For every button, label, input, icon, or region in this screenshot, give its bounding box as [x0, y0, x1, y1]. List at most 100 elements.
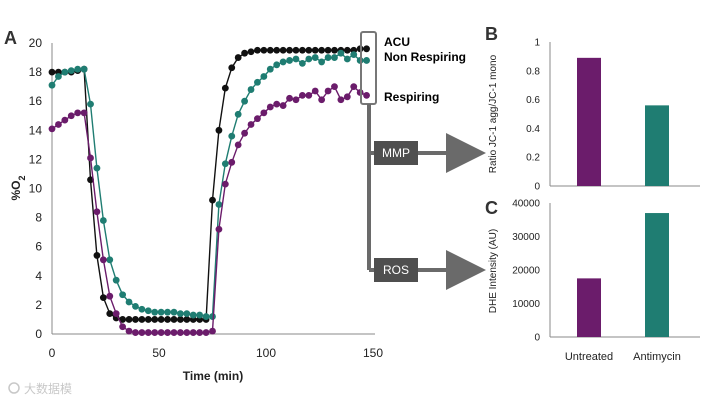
data-point-non-respiring: [273, 61, 281, 69]
data-point-non-respiring: [106, 256, 114, 264]
data-point-respiring: [87, 154, 94, 162]
data-point-non-respiring: [318, 58, 326, 66]
data-point-acu: [177, 316, 184, 323]
data-point-acu: [286, 46, 293, 54]
data-point-respiring: [234, 141, 242, 149]
watermark-text: 大数据模: [24, 381, 72, 396]
data-point-non-respiring: [55, 73, 62, 80]
data-point-non-respiring: [112, 276, 120, 284]
data-point-acu: [298, 46, 306, 54]
data-point-respiring: [55, 121, 62, 128]
connector-group: MMP ROS: [367, 104, 486, 290]
data-point-acu: [221, 84, 229, 92]
data-point-respiring: [202, 329, 210, 336]
data-point-non-respiring: [286, 57, 293, 64]
data-point-acu: [363, 45, 370, 53]
legend-label-non-respiring: Non Respiring: [384, 50, 466, 64]
data-point-respiring: [337, 96, 345, 104]
data-point-respiring: [298, 91, 306, 99]
panel-b-bar-antimycin: [645, 105, 669, 186]
mmp-box: [374, 141, 418, 165]
panel-a: A 0 2 4 6 8 10 12 14 16 18 20 0 50 100 150 %O2 Time (…: [4, 28, 466, 383]
data-point-respiring: [343, 93, 351, 101]
data-point-respiring: [164, 329, 171, 336]
data-point-respiring: [61, 116, 69, 124]
data-point-acu: [305, 46, 313, 54]
panel-a-y-tick-label: 16: [29, 94, 43, 108]
panel-a-y-tick-label: 18: [29, 65, 43, 79]
panel-b-y-tick-label: 0: [534, 182, 540, 193]
data-point-acu: [254, 46, 261, 54]
data-point-acu: [331, 46, 338, 54]
data-point-non-respiring: [221, 160, 229, 168]
data-point-non-respiring: [177, 310, 184, 318]
data-point-non-respiring: [164, 308, 171, 316]
data-point-non-respiring: [48, 81, 56, 89]
data-point-non-respiring: [331, 54, 338, 61]
data-point-non-respiring: [266, 65, 274, 73]
data-point-non-respiring: [215, 201, 223, 208]
data-point-acu: [48, 68, 56, 76]
data-point-respiring: [247, 121, 255, 128]
panel-a-y-tick-label: 12: [29, 152, 43, 166]
panel-c-y-tick-label: 20000: [512, 266, 540, 277]
data-point-non-respiring: [189, 311, 197, 319]
data-point-respiring: [151, 329, 159, 336]
data-point-acu: [125, 316, 133, 323]
data-point-acu: [144, 316, 152, 323]
panel-b-y-tick-label: 0.6: [526, 95, 540, 106]
data-point-acu: [273, 46, 281, 54]
watermark-logo-icon: [8, 382, 20, 394]
data-point-respiring: [215, 225, 223, 233]
data-point-non-respiring: [138, 305, 146, 313]
watermark: 大数据模: [8, 381, 72, 396]
panel-a-y-tick-label: 4: [35, 269, 42, 283]
panel-a-y-tick-label: 8: [35, 211, 42, 225]
data-point-respiring: [228, 158, 236, 166]
data-point-non-respiring: [170, 308, 178, 316]
panel-a-x-ticks: 0 50 100 150: [49, 346, 384, 360]
data-point-respiring: [209, 327, 216, 335]
panel-c-y-tick-label: 30000: [512, 232, 540, 243]
data-point-non-respiring: [298, 59, 306, 67]
panel-c-bar-antimycin: [645, 213, 669, 337]
data-point-respiring: [106, 292, 114, 300]
panel-a-y-tick-label: 0: [35, 327, 42, 341]
data-point-respiring: [125, 327, 133, 335]
panel-a-series-group: [48, 45, 370, 336]
data-point-non-respiring: [202, 313, 210, 320]
data-point-acu: [247, 48, 255, 56]
data-point-non-respiring: [183, 310, 191, 318]
data-point-respiring: [324, 87, 332, 95]
data-point-respiring: [292, 96, 300, 104]
data-point-acu: [132, 316, 139, 323]
data-point-non-respiring: [305, 55, 313, 63]
panel-b: B 0 0.2 0.4 0.6 0.8 1 Ratio JC-1 agg/JC-1 mon…: [485, 24, 700, 193]
data-point-respiring: [93, 208, 101, 216]
data-point-non-respiring: [125, 298, 133, 306]
panel-b-y-tick-label: 0.2: [526, 153, 540, 164]
data-point-acu: [260, 46, 268, 54]
data-point-acu: [292, 46, 300, 54]
panel-c-y-tick-label: 40000: [512, 199, 540, 210]
data-point-non-respiring: [74, 65, 82, 73]
data-point-non-respiring: [228, 132, 236, 140]
data-point-acu: [99, 294, 107, 302]
data-point-non-respiring: [67, 67, 75, 75]
data-point-respiring: [119, 323, 127, 331]
panel-c-bars: [577, 213, 669, 337]
data-point-acu: [241, 49, 249, 57]
panel-b-bars: [577, 57, 669, 187]
data-point-non-respiring: [324, 54, 332, 61]
data-point-respiring: [241, 129, 249, 137]
data-point-non-respiring: [260, 73, 268, 80]
panel-a-x-tick-label: 100: [256, 346, 276, 360]
data-point-respiring: [183, 329, 191, 336]
data-point-acu: [170, 316, 178, 323]
data-point-respiring: [273, 100, 281, 108]
data-point-acu: [311, 46, 319, 54]
data-point-non-respiring: [279, 58, 287, 66]
data-point-respiring: [260, 109, 268, 117]
data-point-non-respiring: [99, 217, 107, 224]
data-point-non-respiring: [363, 57, 370, 64]
